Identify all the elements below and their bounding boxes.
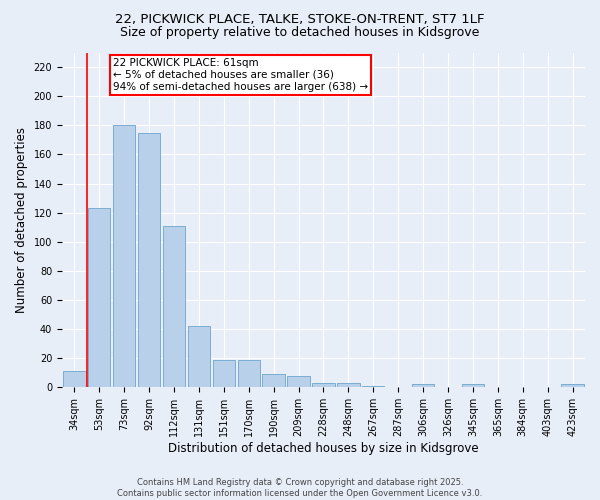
Bar [287,376,310,388]
Bar [88,208,110,388]
Bar [362,386,385,388]
Text: 22, PICKWICK PLACE, TALKE, STOKE-ON-TRENT, ST7 1LF: 22, PICKWICK PLACE, TALKE, STOKE-ON-TREN… [115,12,485,26]
Bar [562,384,584,388]
Bar [188,326,210,388]
Bar [138,132,160,388]
X-axis label: Distribution of detached houses by size in Kidsgrove: Distribution of detached houses by size … [168,442,479,455]
Bar [238,360,260,388]
Bar [337,383,359,388]
Bar [412,384,434,388]
Bar [113,126,136,388]
Text: Size of property relative to detached houses in Kidsgrove: Size of property relative to detached ho… [121,26,479,39]
Bar [63,372,86,388]
Text: 22 PICKWICK PLACE: 61sqm
← 5% of detached houses are smaller (36)
94% of semi-de: 22 PICKWICK PLACE: 61sqm ← 5% of detache… [113,58,368,92]
Bar [461,384,484,388]
Text: Contains HM Land Registry data © Crown copyright and database right 2025.
Contai: Contains HM Land Registry data © Crown c… [118,478,482,498]
Bar [262,374,285,388]
Bar [212,360,235,388]
Y-axis label: Number of detached properties: Number of detached properties [15,127,28,313]
Bar [163,226,185,388]
Bar [312,383,335,388]
